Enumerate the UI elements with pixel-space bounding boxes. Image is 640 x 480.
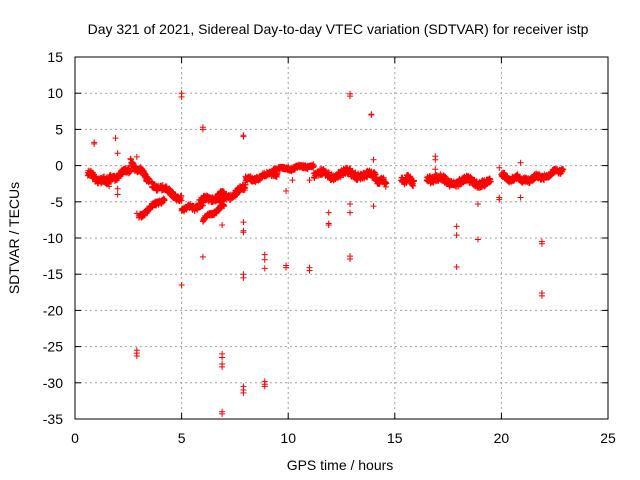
data-point [474, 236, 481, 243]
data-point [453, 263, 460, 270]
data-point [560, 166, 567, 173]
data-point [432, 166, 439, 173]
data-point [453, 223, 460, 230]
y-tick-label: -25 [43, 339, 63, 355]
data-point [496, 196, 503, 203]
data-point [347, 93, 354, 100]
data-point [306, 267, 313, 274]
data-point [283, 264, 290, 271]
x-tick-label: 25 [600, 430, 616, 446]
data-point [487, 178, 494, 185]
y-tick-label: -20 [43, 302, 63, 318]
data-point [347, 255, 354, 262]
y-tick-label: -10 [43, 230, 63, 246]
data-point [517, 194, 524, 201]
data-point [240, 133, 247, 140]
y-tick-label: 15 [47, 49, 63, 65]
data-point [178, 282, 185, 289]
data-point [383, 180, 390, 187]
y-axis-label: SDTVAR / TECUs [6, 182, 22, 294]
x-tick-label: 20 [494, 430, 510, 446]
data-point [221, 202, 228, 209]
data-point [178, 93, 185, 100]
data-point [127, 168, 134, 175]
data-point [517, 159, 524, 166]
data-point [306, 177, 313, 184]
data-point [261, 265, 268, 272]
data-point [114, 150, 121, 157]
data-point [199, 126, 206, 133]
data-point [538, 240, 545, 247]
data-point [114, 191, 121, 198]
data-point [496, 164, 503, 171]
chart-title: Day 321 of 2021, Sidereal Day-to-day VTE… [88, 21, 589, 37]
data-point [219, 354, 226, 361]
x-axis-label: GPS time / hours [287, 457, 394, 473]
data-point [325, 209, 332, 216]
data-points [84, 90, 567, 417]
data-point [240, 274, 247, 281]
axis-ticks [74, 56, 609, 420]
data-point [283, 187, 290, 194]
data-point [347, 209, 354, 216]
data-point [261, 251, 268, 258]
y-tick-label: 0 [55, 158, 63, 174]
data-point [178, 197, 185, 204]
data-point [261, 256, 268, 263]
y-tick-label: -30 [43, 375, 63, 391]
data-point [106, 183, 113, 190]
data-point [219, 363, 226, 370]
data-point [347, 200, 354, 207]
data-point [310, 163, 317, 170]
data-point [240, 389, 247, 396]
data-point [325, 221, 332, 228]
tick-labels: 0 5 10 15 20 25 15 10 5 0 -5 -10 -15 -20 -25 -30 -35 [43, 49, 616, 446]
data-point [219, 410, 226, 417]
data-point [133, 353, 140, 360]
y-tick-label: -35 [43, 411, 63, 427]
y-tick-label: -5 [51, 194, 64, 210]
data-point [133, 210, 140, 217]
data-point [161, 197, 168, 204]
data-point [133, 153, 140, 160]
data-point [112, 135, 119, 142]
data-point [538, 292, 545, 299]
x-tick-label: 10 [280, 430, 296, 446]
grid-lines [75, 57, 608, 419]
data-point [370, 203, 377, 210]
data-point [240, 219, 247, 226]
data-point [261, 383, 268, 390]
data-point [240, 227, 247, 234]
data-point [199, 253, 206, 260]
x-tick-label: 0 [71, 430, 79, 446]
data-point [368, 111, 375, 118]
data-point [410, 177, 417, 184]
data-point [114, 185, 121, 192]
y-tick-label: -15 [43, 266, 63, 282]
y-tick-label: 5 [55, 121, 63, 137]
x-tick-label: 15 [387, 430, 403, 446]
data-point [91, 140, 98, 147]
x-tick-label: 5 [178, 430, 186, 446]
data-point [372, 171, 379, 178]
data-point [474, 200, 481, 207]
data-point [219, 221, 226, 228]
data-point [453, 232, 460, 239]
data-point [432, 156, 439, 163]
data-point [370, 156, 377, 163]
y-tick-label: 10 [47, 85, 63, 101]
data-point [289, 177, 296, 184]
